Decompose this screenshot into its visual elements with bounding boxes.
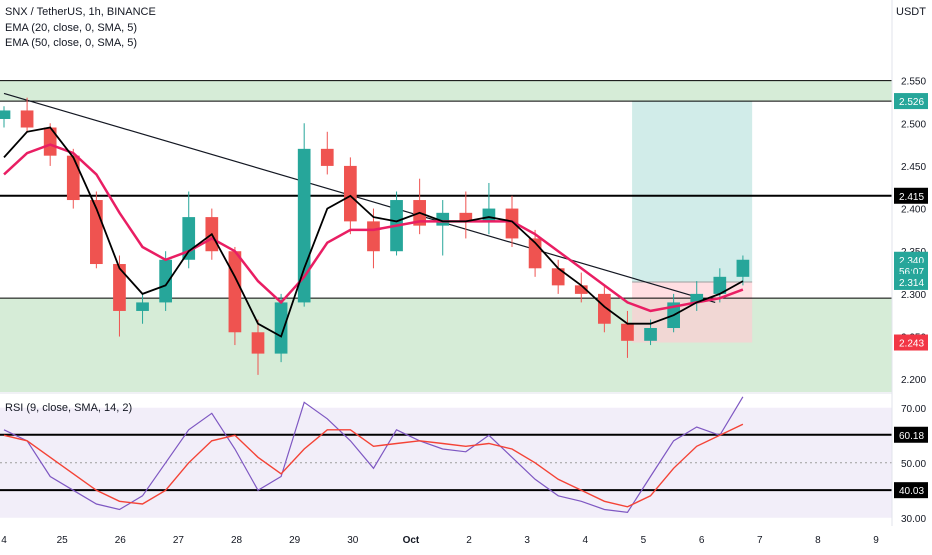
time-tick-label: 26 [115, 535, 127, 546]
rsi-level-label: 60.18 [899, 431, 924, 442]
rsi-line [3, 396, 744, 513]
rsi-tick-label: 30.00 [901, 514, 926, 525]
time-tick-label: 30 [347, 535, 359, 546]
support-zone [0, 298, 892, 392]
price-label-bg [894, 334, 928, 351]
price-tick-label: 2.400 [901, 205, 926, 216]
candle-body [598, 293, 611, 324]
candle-body [621, 323, 634, 341]
time-tick-label: 25 [57, 535, 69, 546]
time-tick-label: 3 [524, 535, 530, 546]
take-profit-zone [632, 101, 753, 282]
ema50-legend: EMA (50, close, 0, SMA, 5) [5, 37, 138, 49]
candle-body [482, 208, 496, 222]
candle-body [43, 127, 57, 156]
time-tick-label: 5 [641, 535, 647, 546]
price-tick-label: 2.300 [901, 290, 926, 301]
time-tick-label: Oct [403, 535, 420, 546]
candle-body [574, 285, 588, 294]
time-tick-label: 7 [757, 535, 763, 546]
rsi-level-label-bg [894, 482, 928, 499]
time-tick-label: 4 [1, 535, 7, 546]
candle-body [20, 110, 34, 128]
price-label: 56:07 [899, 267, 924, 278]
time-tick-label: 6 [699, 535, 705, 546]
rsi-ma-line [3, 423, 744, 508]
time-tick-label: 29 [289, 535, 301, 546]
rsi-legend: RSI (9, close, SMA, 14, 2) [5, 402, 133, 414]
candle-body [159, 259, 172, 303]
candle-body [320, 148, 334, 166]
price-label: 2.415 [899, 192, 924, 203]
resistance-zone [0, 80, 892, 102]
candle-body [459, 212, 473, 222]
price-tick-label: 2.450 [901, 162, 926, 173]
rsi-tick-label: 50.00 [901, 459, 926, 470]
price-tick-label: 2.200 [901, 375, 926, 386]
candle-body [297, 148, 311, 303]
candle-body [344, 165, 357, 222]
candle-body [713, 276, 727, 294]
price-label: 2.243 [899, 339, 924, 350]
price-label: 2.526 [899, 97, 924, 108]
time-tick-label: 28 [231, 535, 243, 546]
ema50-line [3, 143, 744, 313]
ema20-line [3, 126, 744, 338]
price-label: 2.340 [899, 256, 924, 267]
price-tick-label: 2.550 [901, 77, 926, 88]
time-tick-label: 4 [583, 535, 589, 546]
candle-body [113, 264, 126, 311]
candle-body [0, 110, 11, 119]
ema20-legend: EMA (20, close, 0, SMA, 5) [5, 22, 138, 34]
candle-body [228, 251, 242, 333]
candle-body [251, 332, 265, 354]
rsi-tick-label: 70.00 [901, 404, 926, 415]
candle-body [736, 259, 750, 277]
candle-body [690, 293, 704, 303]
candle-body [551, 268, 565, 286]
candle-body [136, 302, 149, 311]
candle-body [274, 302, 288, 354]
time-tick-label: 8 [815, 535, 821, 546]
time-tick-label: 9 [873, 535, 879, 546]
chart-title: SNX / TetherUS, 1h, BINANCE [5, 6, 156, 18]
currency-label: USDT [896, 6, 926, 18]
time-tick-label: 2 [466, 535, 472, 546]
descending-trendline [3, 92, 716, 303]
price-label-bg [894, 187, 928, 204]
price-label-bg [894, 273, 928, 290]
price-label: 2.314 [899, 278, 924, 289]
price-tick-label: 2.500 [901, 119, 926, 130]
candle-body [644, 328, 657, 341]
candle-body [367, 221, 380, 252]
rsi-level-label: 40.03 [899, 486, 924, 497]
candle-body [505, 208, 519, 239]
candle-body [66, 155, 80, 201]
time-tick-label: 27 [173, 535, 185, 546]
price-label-bg [894, 93, 928, 110]
rsi-level-label-bg [894, 426, 928, 443]
